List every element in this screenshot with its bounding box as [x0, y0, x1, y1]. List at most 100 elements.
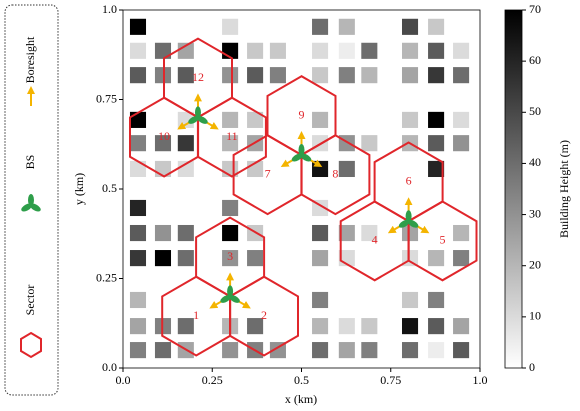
- building: [177, 250, 194, 267]
- colorbar-tick-label: 60: [529, 53, 541, 67]
- colorbar-tick-label: 50: [529, 104, 541, 118]
- colorbar-tick-label: 30: [529, 206, 541, 220]
- building: [247, 111, 264, 128]
- building: [428, 42, 445, 59]
- building: [428, 291, 445, 309]
- building: [453, 224, 470, 242]
- building: [428, 135, 445, 152]
- building: [154, 135, 172, 152]
- bs-blade: [188, 115, 200, 124]
- building: [222, 224, 239, 242]
- building: [453, 250, 470, 267]
- colorbar-label: Building Height (m): [557, 140, 571, 238]
- legend: Boresight BS Sector: [4, 4, 59, 396]
- building: [361, 42, 378, 59]
- building: [453, 318, 470, 335]
- building: [129, 111, 147, 128]
- x-tick-label: 0.25: [202, 373, 223, 387]
- building: [177, 224, 194, 242]
- building: [129, 135, 147, 152]
- building: [154, 250, 172, 267]
- building: [401, 111, 419, 128]
- building: [154, 224, 172, 242]
- bs-blade: [398, 219, 410, 228]
- building: [222, 250, 239, 267]
- building: [401, 67, 419, 84]
- building: [312, 250, 329, 267]
- sector-label: 10: [158, 129, 170, 143]
- building: [401, 224, 419, 242]
- building: [222, 18, 239, 35]
- base-station: [291, 143, 312, 162]
- bs-blade: [405, 210, 412, 223]
- building: [338, 18, 355, 35]
- building: [401, 318, 419, 335]
- sector-label: 5: [440, 233, 446, 247]
- legend-bs: [21, 194, 41, 212]
- base-station: [398, 210, 419, 228]
- building: [129, 199, 147, 217]
- building: [222, 135, 239, 152]
- building: [401, 291, 419, 309]
- bs-blade: [227, 285, 234, 298]
- building: [361, 318, 378, 335]
- colorbar-tick-label: 10: [529, 309, 541, 323]
- sector-label: 12: [192, 70, 204, 84]
- building: [177, 67, 194, 84]
- building: [338, 342, 355, 359]
- bs-blade: [407, 219, 419, 228]
- building: [428, 111, 445, 128]
- building: [428, 318, 445, 335]
- y-tick-label: 0.0: [102, 360, 117, 374]
- building: [338, 42, 355, 59]
- building: [177, 160, 194, 178]
- building: [361, 342, 378, 359]
- building: [247, 318, 264, 335]
- building: [222, 111, 239, 128]
- building: [401, 42, 419, 59]
- legend-sector: [20, 331, 42, 359]
- building: [338, 160, 355, 178]
- sector-label: 6: [406, 174, 412, 188]
- building: [129, 318, 147, 335]
- building: [247, 67, 264, 84]
- building: [222, 67, 239, 84]
- building: [129, 342, 147, 359]
- building: [361, 67, 378, 84]
- building: [129, 18, 147, 35]
- building: [269, 42, 286, 59]
- bs-blade: [291, 153, 303, 162]
- building: [177, 135, 194, 152]
- building: [269, 67, 286, 84]
- sector-label: 7: [265, 166, 271, 180]
- building: [312, 318, 329, 335]
- x-tick-label: 0.0: [116, 373, 131, 387]
- bs-blade: [298, 143, 305, 156]
- bs-blade: [300, 153, 312, 162]
- building: [312, 342, 329, 359]
- base-station: [220, 285, 240, 303]
- building: [453, 111, 470, 128]
- building: [247, 42, 264, 59]
- building: [129, 42, 147, 59]
- building: [401, 342, 419, 359]
- legend-label: Boresight: [23, 36, 37, 83]
- building: [177, 318, 194, 335]
- building: [129, 250, 147, 267]
- sector-label: 8: [332, 166, 338, 180]
- y-tick-label: 0.25: [96, 270, 117, 284]
- building: [338, 224, 355, 242]
- building: [129, 291, 147, 309]
- building: [154, 342, 172, 359]
- bs-blade: [194, 106, 201, 119]
- sector-label: 3: [227, 249, 233, 263]
- building: [428, 250, 445, 267]
- building: [154, 42, 172, 59]
- legend-label: BS: [23, 155, 37, 170]
- building: [312, 111, 329, 128]
- building: [312, 42, 329, 59]
- sector-label: 9: [299, 107, 305, 121]
- colorbar-tick-label: 40: [529, 155, 541, 169]
- sector-label: 2: [261, 308, 267, 322]
- colorbar: [504, 9, 523, 369]
